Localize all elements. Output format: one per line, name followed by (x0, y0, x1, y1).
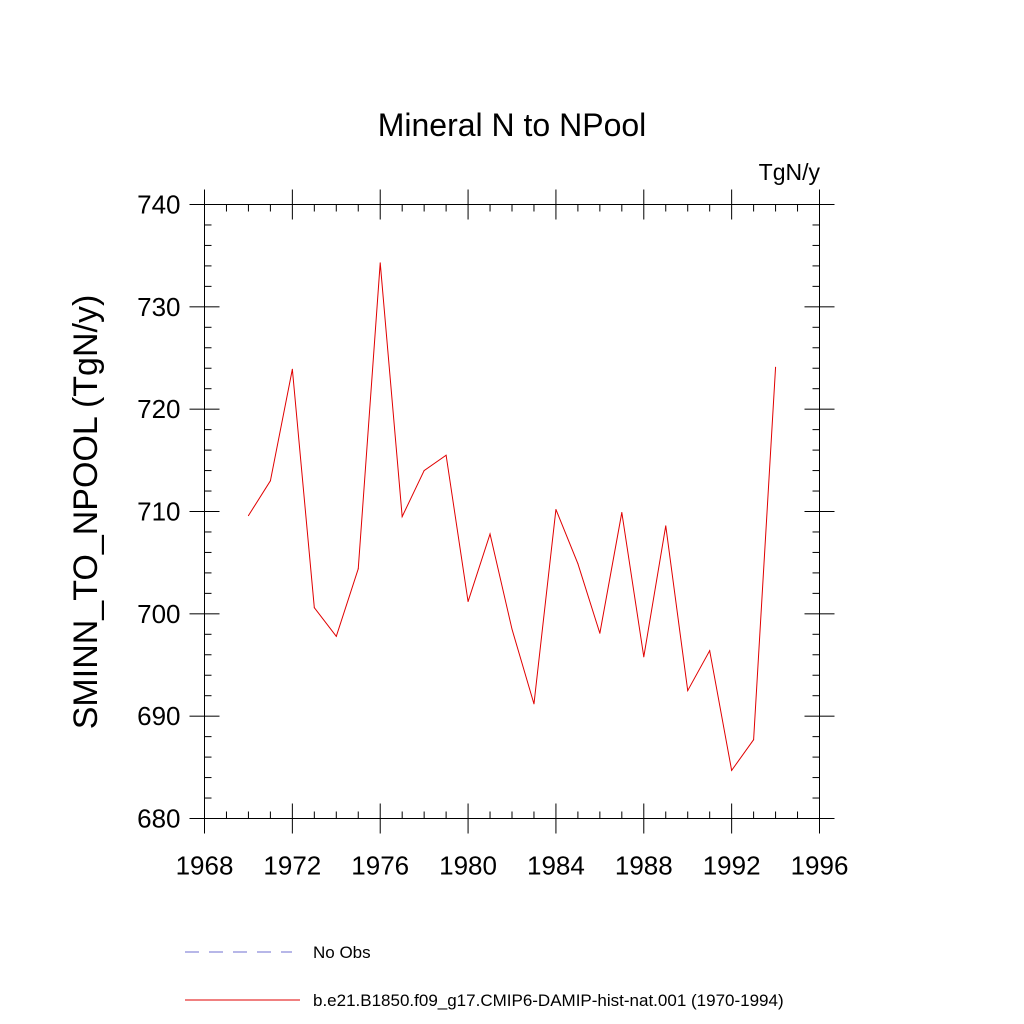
legend-label: No Obs (313, 943, 371, 962)
data-point (555, 508, 557, 510)
data-point (775, 366, 777, 368)
x-tick-label: 1976 (351, 851, 409, 881)
axis-ticks (189, 189, 835, 834)
chart-title: Mineral N to NPool (378, 107, 647, 143)
tick-labels: 680 690 700 710 720 730 740 1968 1972 1976 1980 198… (137, 190, 848, 881)
legend-label: b.e21.B1850.f09_g17.CMIP6-DAMIP-hist-nat… (313, 991, 784, 1010)
data-point (291, 368, 293, 370)
x-tick-label: 1972 (263, 851, 321, 881)
y-axis-label: SMINN_TO_NPOOL (TgN/y) (67, 295, 105, 730)
x-tick-label: 1988 (615, 851, 673, 881)
series-layer (247, 262, 777, 772)
y-tick-label: 730 (137, 292, 180, 322)
y-tick-label: 710 (137, 497, 180, 527)
data-point (665, 525, 667, 527)
data-point (313, 607, 315, 609)
y-tick-label: 700 (137, 599, 180, 629)
data-point (643, 656, 645, 658)
legend: No Obs b.e21.B1850.f09_g17.CMIP6-DAMIP-hi… (185, 943, 784, 1010)
units-label: TgN/y (759, 159, 821, 185)
data-point (357, 568, 359, 570)
y-tick-label: 680 (137, 804, 180, 834)
plot-frame (204, 204, 820, 819)
data-point (599, 632, 601, 634)
y-tick-label: 740 (137, 190, 180, 220)
data-point (445, 454, 447, 456)
x-tick-label: 1980 (439, 851, 497, 881)
data-point (533, 703, 535, 705)
data-point (269, 480, 271, 482)
data-point (731, 769, 733, 771)
data-point (401, 516, 403, 518)
data-point (379, 262, 381, 264)
data-point (335, 635, 337, 637)
data-point (247, 515, 249, 517)
y-tick-label: 690 (137, 701, 180, 731)
x-tick-label: 1996 (791, 851, 849, 881)
series-line (248, 262, 777, 772)
data-point (577, 563, 579, 565)
x-tick-label: 1968 (176, 851, 234, 881)
data-point (621, 512, 623, 514)
data-point (467, 601, 469, 603)
data-point (511, 628, 513, 630)
data-point (753, 739, 755, 741)
data-point (423, 470, 425, 472)
data-point (489, 533, 491, 535)
y-tick-label: 720 (137, 394, 180, 424)
data-point (687, 690, 689, 692)
data-point (709, 650, 711, 652)
x-tick-label: 1984 (527, 851, 585, 881)
x-tick-label: 1992 (703, 851, 761, 881)
